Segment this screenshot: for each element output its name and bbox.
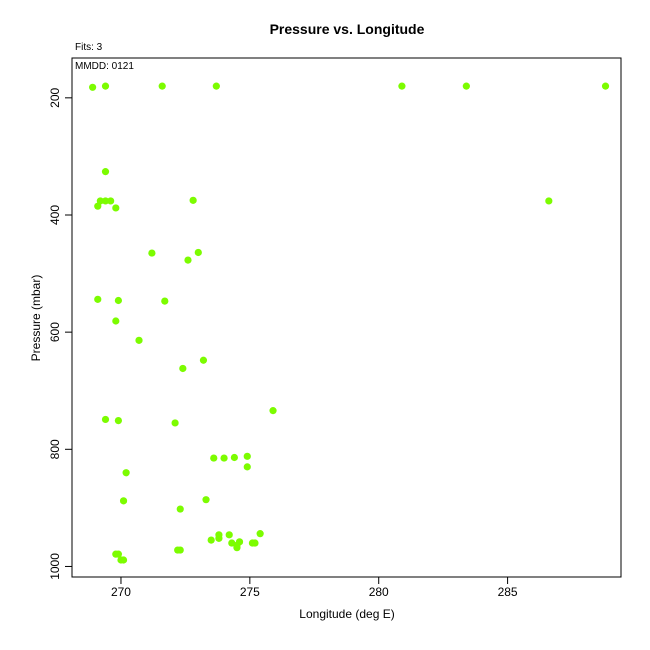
- data-point: [251, 539, 259, 547]
- data-point: [112, 317, 120, 325]
- x-axis-label: Longitude (deg E): [299, 607, 394, 621]
- data-point: [269, 407, 277, 415]
- data-point: [230, 453, 238, 462]
- data-point: [210, 454, 218, 462]
- mmdd-annotation: MMDD: 0121: [75, 61, 134, 72]
- plot-frame: [71, 57, 622, 578]
- data-point: [462, 82, 470, 90]
- data-point: [207, 536, 215, 544]
- data-point: [171, 419, 179, 427]
- data-point: [189, 196, 197, 204]
- data-point: [148, 249, 156, 257]
- data-point: [176, 546, 184, 554]
- data-point: [94, 202, 102, 210]
- data-point: [215, 534, 223, 542]
- data-point: [101, 197, 110, 205]
- data-point: [601, 82, 610, 90]
- data-point: [107, 197, 115, 205]
- data-point: [122, 469, 130, 477]
- data-point: [158, 82, 166, 90]
- y-axis: 200 400 600 800 1000: [48, 88, 73, 580]
- data-point: [135, 336, 143, 344]
- data-point: [212, 82, 220, 90]
- data-point: [545, 197, 553, 205]
- data-point: [202, 496, 210, 504]
- data-points: [89, 82, 610, 564]
- data-point: [89, 83, 97, 91]
- fits-annotation: Fits: 3: [75, 42, 103, 53]
- data-point: [101, 82, 110, 90]
- data-point: [114, 416, 122, 425]
- x-tick-label: 280: [369, 585, 389, 599]
- x-tick-label: 275: [240, 585, 260, 599]
- data-point: [220, 454, 228, 462]
- data-point: [194, 248, 202, 257]
- data-point: [243, 452, 251, 460]
- y-tick-label: 200: [48, 88, 62, 108]
- data-point: [119, 497, 128, 505]
- data-point: [94, 295, 102, 303]
- y-tick-label: 400: [48, 205, 62, 225]
- data-point: [112, 204, 120, 212]
- x-axis: 270 275 280 285: [111, 576, 518, 599]
- data-point: [119, 556, 128, 564]
- data-point: [176, 505, 184, 513]
- data-point: [114, 550, 122, 558]
- data-point: [243, 463, 251, 471]
- data-point: [179, 364, 187, 373]
- data-point: [114, 296, 122, 305]
- data-point: [199, 356, 208, 364]
- data-point: [101, 168, 110, 176]
- data-point: [256, 530, 264, 538]
- chart-title: Pressure vs. Longitude: [270, 21, 425, 37]
- data-point: [225, 531, 233, 539]
- data-point: [184, 256, 192, 264]
- y-tick-label: 1000: [48, 553, 62, 580]
- y-axis-label: Pressure (mbar): [29, 275, 43, 362]
- data-point: [398, 82, 406, 90]
- data-point: [233, 544, 241, 552]
- x-tick-label: 285: [498, 585, 518, 599]
- y-tick-label: 800: [48, 439, 62, 459]
- x-tick-label: 270: [111, 585, 131, 599]
- data-point: [161, 297, 169, 305]
- data-point: [101, 415, 110, 424]
- y-tick-label: 600: [48, 322, 62, 342]
